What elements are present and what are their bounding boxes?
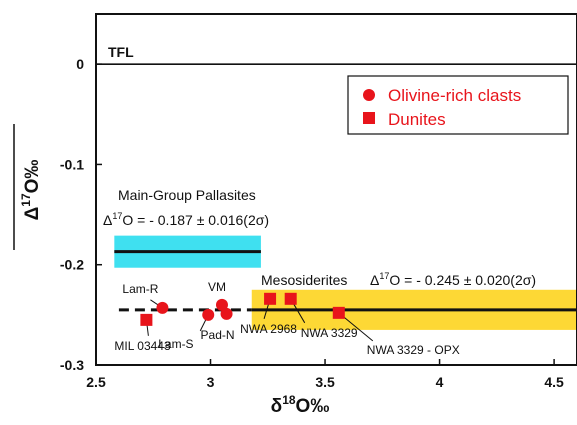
y-axis-title-group: Δ17O‰ — [19, 160, 43, 221]
pallasites-title: Main-Group Pallasites — [118, 187, 256, 203]
x-tick-label-1: 3 — [207, 374, 215, 390]
olivine-point-3 — [220, 307, 233, 320]
x-tick-label-3: 4 — [436, 374, 444, 390]
point-label: NWA 3329 — [301, 326, 358, 340]
x-tick-label-4: 4.5 — [544, 374, 564, 390]
x-tick-label-2: 3.5 — [315, 374, 335, 390]
pallasites-equation: Δ17O = - 0.187 ± 0.016(2σ) — [103, 211, 269, 228]
y-tick-label-3: -0.3 — [60, 357, 84, 373]
olivine-point-1 — [202, 308, 215, 321]
point-label: Pad-N — [201, 328, 235, 342]
point-label: Lam-S — [158, 337, 193, 351]
plot-frame — [95, 13, 577, 366]
legend-dunites-label: Dunites — [388, 110, 446, 129]
axis-ticks: 2.5 3 3.5 4 4.5 0 -0.1 -0.2 -0.3 — [60, 56, 564, 390]
legend: Olivine-rich clasts Dunites — [347, 75, 569, 135]
data-markers — [140, 292, 345, 326]
legend-olivine-label: Olivine-rich clasts — [388, 86, 521, 105]
point-label: NWA 3329 - OPX — [367, 343, 460, 357]
point-labels: Lam-R Lam-S VM Pad-N MIL 03443 NWA 2968 NWA 33… — [114, 280, 459, 357]
legend-square-marker — [363, 112, 375, 124]
y-tick-label-1: -0.1 — [60, 156, 84, 172]
point-label: MIL 03443 — [114, 339, 171, 353]
tfl-label: TFL — [108, 44, 134, 60]
y-tick-label-0: 0 — [76, 56, 84, 72]
point-label: NWA 2968 — [240, 322, 297, 336]
y-axis-title: Δ17O‰ — [19, 160, 43, 221]
olivine-point-0 — [156, 301, 169, 314]
point-label: Lam-R — [122, 282, 158, 296]
olivine-point-2 — [215, 298, 228, 311]
legend-circle-marker — [363, 89, 375, 101]
x-tick-label-0: 2.5 — [86, 374, 106, 390]
dunite-point-0 — [140, 313, 153, 326]
dunite-point-2 — [284, 292, 297, 305]
legend-box — [347, 75, 569, 135]
x-axis-title: δ18O‰ — [271, 393, 330, 417]
mesosiderites-title: Mesosiderites — [261, 272, 347, 288]
point-label: VM — [208, 280, 226, 294]
y-tick-label-2: -0.2 — [60, 257, 84, 273]
dunite-point-3 — [332, 306, 345, 319]
dunite-point-1 — [264, 292, 277, 305]
mesosiderites-equation: Δ17O = - 0.245 ± 0.020(2σ) — [370, 271, 536, 288]
